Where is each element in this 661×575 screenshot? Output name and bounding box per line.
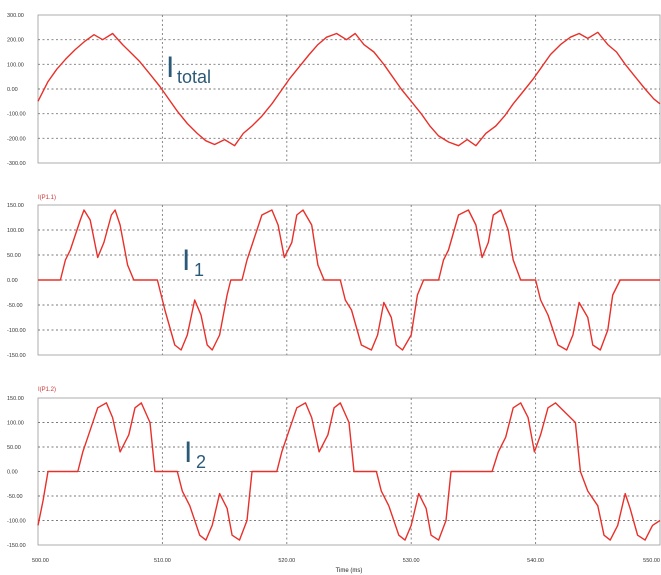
panel-itotal-yticks: 300.00 200.00 100.00 0.00 -100.00 -200.00 -300… xyxy=(7,13,26,167)
panel-itotal-ytick-label: -100.00 xyxy=(7,112,26,118)
panel-itotal-label-sub: total xyxy=(177,67,211,87)
panel-i2-ytick-label: 50.00 xyxy=(7,445,21,451)
panel-i2-ytick-label: 100.00 xyxy=(7,421,24,427)
panel-i2-ytick-label: 150.00 xyxy=(7,396,24,402)
panel-itotal-ytick-label: 0.00 xyxy=(7,87,18,93)
panel-i1-grid xyxy=(38,205,660,355)
panel-itotal: 300.00 200.00 100.00 0.00 -100.00 -200.00 -300… xyxy=(7,13,661,167)
panel-i2-ytick-label: 0.00 xyxy=(7,470,18,476)
panel-i2-label-sub: 2 xyxy=(196,452,206,472)
panel-i1-line xyxy=(38,209,660,351)
panel-i1-yticks: 150.00 100.00 50.00 0.00 -50.00 -100.00 -150.0… xyxy=(7,203,26,359)
panel-itotal-ytick-label: 300.00 xyxy=(7,13,24,19)
panel-itotal-ytick-label: -200.00 xyxy=(7,136,26,142)
x-tick-label: 540.00 xyxy=(527,558,544,564)
x-axis-title: Time (ms) xyxy=(336,568,363,574)
panel-i2-label-main: I xyxy=(184,436,192,469)
panel-i2-title: I(P1.2) xyxy=(38,387,56,393)
panel-i2-ytick-label: -150.00 xyxy=(7,543,26,549)
panel-itotal-ytick-label: 100.00 xyxy=(7,62,24,68)
panel-i2: I(P1.2) 150.00 100.00 50.00 0.00 -50.00 -100.… xyxy=(7,387,661,549)
panel-i1-ytick-label: 150.00 xyxy=(7,203,24,209)
panel-itotal-label-main: I xyxy=(166,51,174,84)
panel-i2-ytick-label: -100.00 xyxy=(7,519,26,525)
panel-i1-ytick-label: 100.00 xyxy=(7,228,24,234)
panel-i2-grid xyxy=(38,398,660,545)
panel-i1-ytick-label: -150.00 xyxy=(7,353,26,359)
panel-itotal-ytick-label: -300.00 xyxy=(7,161,26,167)
panel-i1-ytick-label: -50.00 xyxy=(7,303,23,309)
panel-i2-line xyxy=(37,402,661,541)
panel-i1-label-sub: 1 xyxy=(194,260,204,280)
panel-itotal-line xyxy=(37,31,661,147)
x-tick-label: 520.00 xyxy=(278,558,295,564)
panel-i1-ytick-label: 50.00 xyxy=(7,253,21,259)
panel-i1-ytick-label: 0.00 xyxy=(7,278,18,284)
panel-i1-title: I(P1.1) xyxy=(38,195,56,201)
x-tick-label: 550.00 xyxy=(643,558,660,564)
panel-i1-label-main: I xyxy=(182,244,190,277)
x-axis-ticks: 500.00 510.00 520.00 530.00 540.00 550.00 xyxy=(32,558,660,564)
panel-itotal-ytick-label: 200.00 xyxy=(7,38,24,44)
x-tick-label: 530.00 xyxy=(403,558,420,564)
panel-i2-ytick-label: -50.00 xyxy=(7,494,23,500)
x-tick-label: 500.00 xyxy=(32,558,49,564)
x-tick-label: 510.00 xyxy=(154,558,171,564)
panel-i1: I(P1.1) 150.00 100.00 50.00 0.00 -50.00 -100.… xyxy=(7,195,661,359)
panel-i2-yticks: 150.00 100.00 50.00 0.00 -50.00 -100.00 -150.0… xyxy=(7,396,26,549)
panel-i1-ytick-label: -100.00 xyxy=(7,328,26,334)
